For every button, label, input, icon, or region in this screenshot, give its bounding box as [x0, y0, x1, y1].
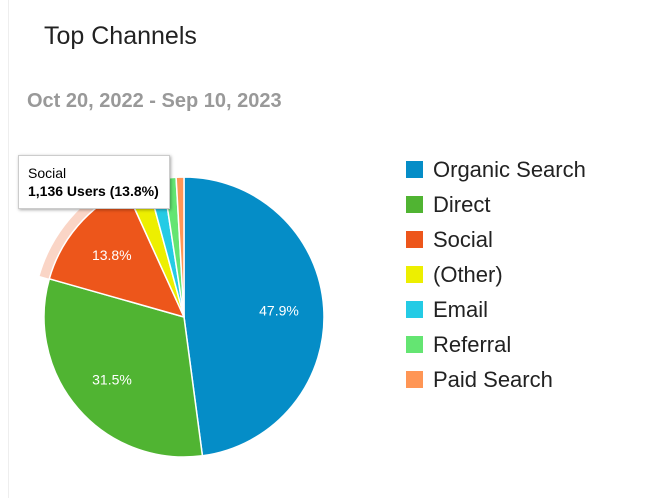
legend-label: Social: [433, 226, 493, 252]
pie-slice-organic-search[interactable]: [183, 176, 325, 457]
legend-item-other[interactable]: (Other): [406, 257, 586, 292]
legend-label: Referral: [433, 331, 512, 357]
legend-swatch: [406, 231, 423, 248]
pie-data-label-organic-search: 47.9%: [259, 303, 299, 319]
legend-swatch: [406, 371, 423, 388]
chart-legend: Organic Search Direct Social (Other) Email Re…: [406, 152, 586, 397]
legend-swatch: [406, 196, 423, 213]
legend-label: Email: [433, 296, 489, 322]
legend-swatch: [406, 161, 423, 178]
legend-swatch: [406, 266, 423, 283]
pie-data-label-direct: 31.5%: [92, 371, 132, 387]
legend-label: Direct: [433, 191, 491, 217]
chart-tooltip: Social 1,136 Users (13.8%): [18, 155, 170, 209]
date-range: Oct 20, 2022 - Sep 10, 2023: [27, 90, 282, 112]
legend-item-referral[interactable]: Referral: [406, 327, 586, 362]
tooltip-value: 1,136 Users (13.8%): [28, 183, 159, 199]
card-title: Top Channels: [44, 22, 197, 50]
legend-item-organic-search[interactable]: Organic Search: [406, 152, 586, 187]
legend-item-direct[interactable]: Direct: [406, 187, 586, 222]
card-left-border: [8, 0, 9, 498]
legend-item-email[interactable]: Email: [406, 292, 586, 327]
pie-data-label-social: 13.8%: [92, 247, 132, 263]
legend-swatch: [406, 336, 423, 353]
tooltip-series-name: Social: [28, 165, 67, 181]
pie-slice-direct[interactable]: [43, 278, 204, 458]
legend-label: Paid Search: [433, 366, 553, 392]
legend-label: (Other): [433, 261, 503, 287]
legend-swatch: [406, 301, 423, 318]
pie-slice-paid-search[interactable]: [175, 176, 185, 318]
legend-label: Organic Search: [433, 156, 586, 182]
legend-item-paid-search[interactable]: Paid Search: [406, 362, 586, 397]
legend-item-social[interactable]: Social: [406, 222, 586, 257]
